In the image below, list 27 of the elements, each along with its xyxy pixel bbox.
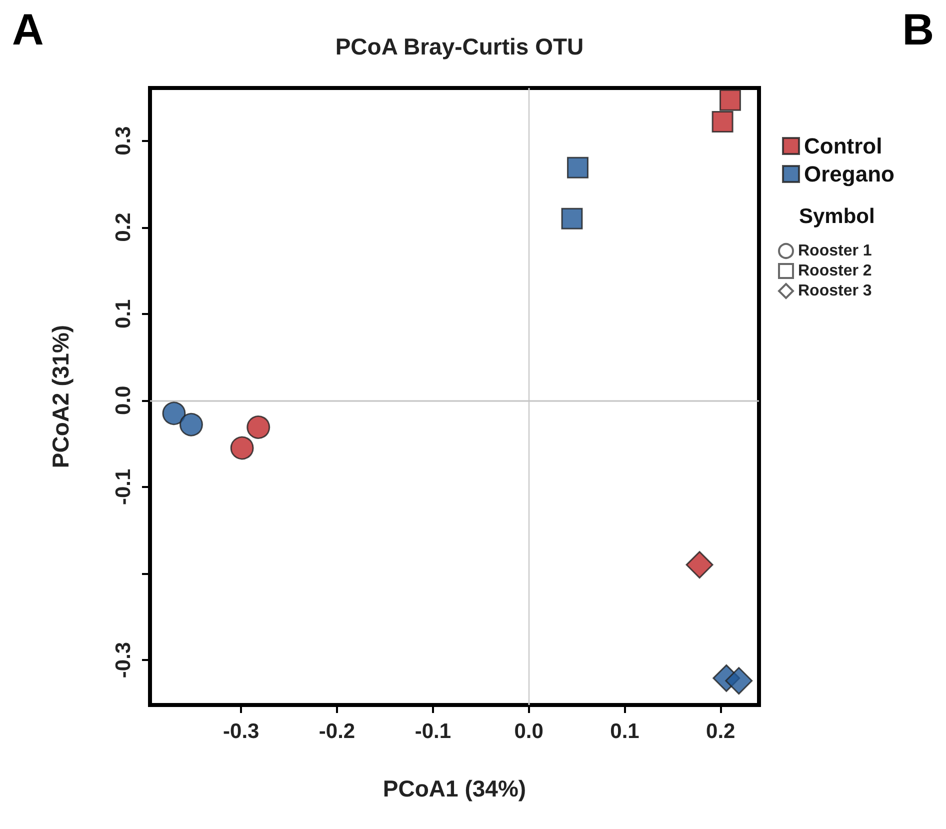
y-tick-label: 0.3 [112,126,135,156]
legend-label: Control [804,134,882,158]
legend-label: Rooster 1 [798,242,872,260]
legend-label: Rooster 3 [798,282,872,300]
x-tick-label: -0.1 [414,720,452,743]
point [162,402,186,426]
legend-label: Oregano [804,162,894,186]
text: A [12,6,44,54]
y-tick-label: 0.1 [112,298,135,328]
chart-title: PCoA Bray-Curtis OTU [335,34,584,60]
x-tick-label: 0.1 [610,720,640,743]
x-tick-label: -0.2 [318,720,356,743]
x-tick-label: -0.3 [223,720,260,743]
y-tick-label: 0.2 [112,212,135,242]
point [180,412,203,436]
x-tick-label: 0.2 [706,720,736,743]
x-axis-title: PCoA1 (34%) [382,776,526,802]
y-tick-label: -0.3 [112,642,135,678]
legend-label: Rooster 2 [798,262,872,280]
point [246,415,270,439]
text: B [902,6,934,54]
y-tick-label: -0.1 [112,468,135,506]
x-tick-label: 0.0 [514,720,544,743]
y-axis-title: PCoA2 (31%) [48,324,74,468]
legend-title: Symbol [799,205,875,228]
point [230,436,254,460]
y-tick-label: 0.0 [112,386,135,415]
